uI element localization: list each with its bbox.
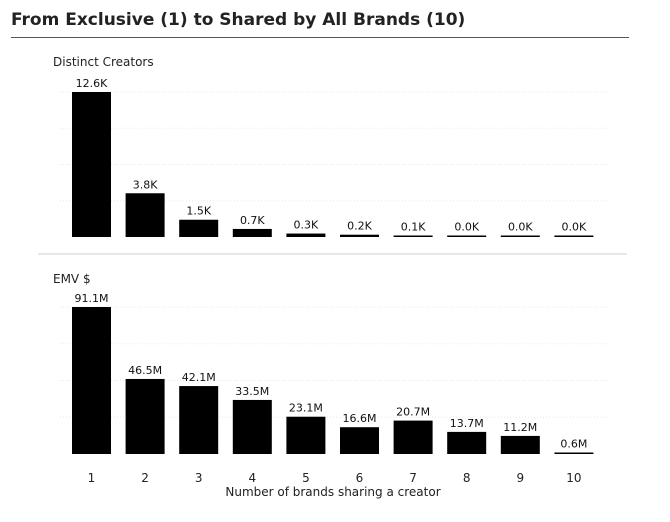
x-tick-5: 5 [302,471,310,485]
data-label-10: 0.6M [560,438,587,451]
bar-9 [500,235,540,237]
data-label-7: 20.7M [396,406,430,419]
data-label-2: 46.5M [128,364,162,377]
data-label-1: 91.1M [75,292,109,305]
bar-2 [125,193,165,237]
x-tick-3: 3 [195,471,203,485]
x-tick-7: 7 [409,471,417,485]
bar-4 [232,228,272,237]
x-tick-9: 9 [516,471,524,485]
bar-4 [232,399,272,454]
bar-6 [340,234,379,237]
data-label-7: 0.1K [401,221,426,234]
x-tick-8: 8 [463,471,471,485]
bar-8 [447,235,487,237]
bar-2 [125,378,165,454]
chart-title: From Exclusive (1) to Shared by All Bran… [11,10,466,30]
title-divider [11,37,629,38]
distinct-creators-subtitle: Distinct Creators [53,55,154,69]
data-label-4: 0.7K [240,214,265,227]
data-label-8: 0.0K [454,221,479,234]
data-label-10: 0.0K [562,221,587,234]
x-axis-label: Number of brands sharing a creator [225,485,440,499]
distinct-creators-panel: Distinct Creators 12.6K 3.8K 1.5K 0.7K 0.3K 0… [53,55,608,237]
x-tick-1: 1 [88,471,96,485]
bar-1 [72,307,111,454]
data-label-8: 13.7M [450,417,484,430]
bar-10 [554,452,594,454]
bar-7 [393,420,433,454]
bar-6 [340,427,379,454]
x-tick-6: 6 [356,471,364,485]
emv-panel: EMV $ 91.1M 46.5M 42.1M 33.5M 23.1M 16.6M 20.7… [53,272,608,454]
data-label-6: 0.2K [347,220,372,233]
x-axis-ticks: 1 2 3 4 5 6 7 8 9 10 [88,471,582,485]
data-label-4: 33.5M [235,385,269,398]
bar-9 [500,435,540,454]
bar-7 [393,235,433,237]
bar-5 [286,416,326,454]
bar-5 [286,233,326,237]
data-label-9: 11.2M [503,421,537,434]
x-tick-10: 10 [566,471,581,485]
data-label-5: 23.1M [289,402,323,415]
data-label-2: 3.8K [133,178,158,191]
bar-1 [72,92,111,237]
data-label-3: 1.5K [186,205,211,218]
bar-3 [179,219,219,237]
data-label-6: 16.6M [343,412,377,425]
emv-subtitle: EMV $ [53,272,91,286]
bar-8 [447,431,487,454]
x-tick-2: 2 [141,471,149,485]
x-tick-4: 4 [248,471,256,485]
data-label-3: 42.1M [182,371,216,384]
bar-10 [554,235,594,237]
data-label-9: 0.0K [508,221,533,234]
data-label-1: 12.6K [76,77,108,90]
data-label-5: 0.3K [294,219,319,232]
bar-3 [179,386,219,454]
